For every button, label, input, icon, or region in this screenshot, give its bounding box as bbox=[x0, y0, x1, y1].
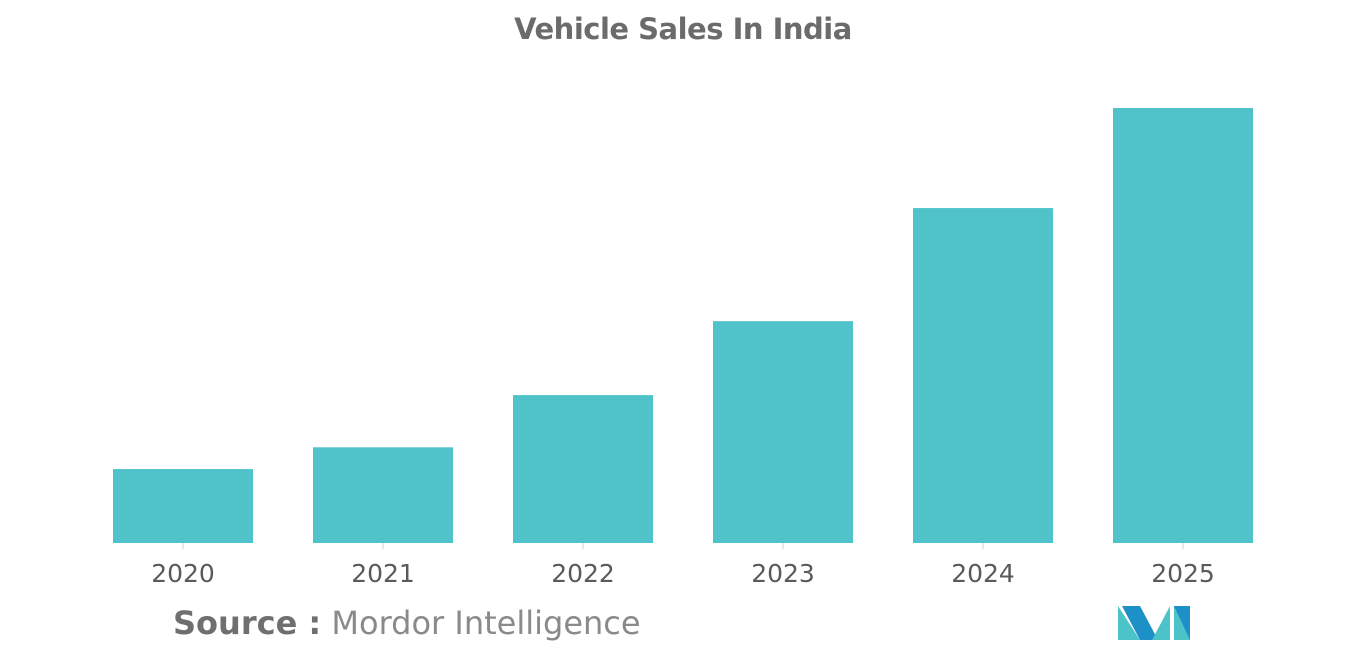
x-tick-label-2021: 2021 bbox=[351, 559, 415, 588]
source-value: Mordor Intelligence bbox=[331, 604, 641, 642]
chart-title: Vehicle Sales In India bbox=[514, 12, 852, 46]
bar-2025 bbox=[1113, 108, 1253, 543]
bar-2023 bbox=[713, 321, 853, 543]
source-label: Source : bbox=[173, 604, 322, 642]
bar-2021 bbox=[313, 447, 453, 543]
x-tick-label-2024: 2024 bbox=[951, 559, 1015, 588]
x-tick-label-2022: 2022 bbox=[551, 559, 615, 588]
bar-2022 bbox=[513, 395, 653, 543]
x-tick-label-2023: 2023 bbox=[751, 559, 815, 588]
bar-2020 bbox=[113, 469, 253, 543]
x-tick-label-2020: 2020 bbox=[151, 559, 215, 588]
mordor-intelligence-logo-icon bbox=[1118, 604, 1192, 646]
x-axis-ticks bbox=[182, 543, 1184, 549]
x-axis-labels: 2020 2021 2022 2023 2024 2025 bbox=[151, 559, 1215, 588]
bars-group bbox=[113, 108, 1253, 544]
x-tick-label-2025: 2025 bbox=[1151, 559, 1215, 588]
source-line: Source : Mordor Intelligence bbox=[173, 604, 641, 642]
bar-chart: 2020 2021 2022 2023 2024 2025 bbox=[113, 108, 1253, 588]
bar-2024 bbox=[913, 208, 1053, 544]
